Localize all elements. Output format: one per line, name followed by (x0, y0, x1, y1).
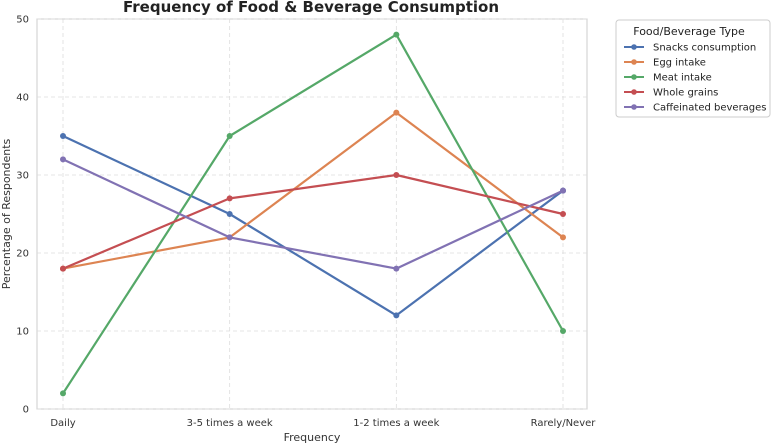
data-point-meat-intake (226, 133, 233, 139)
y-tick-label: 10 (16, 327, 29, 338)
legend-label-whole-grains: Whole grains (653, 88, 718, 99)
series-line-egg-intake (62, 111, 564, 270)
data-point-whole-grains (393, 172, 400, 178)
chart-title: Frequency of Food & Beverage Consumption (123, 0, 499, 16)
series-line-whole-grains (62, 173, 564, 270)
legend-title: Food/Beverage Type (633, 25, 745, 38)
legend-label-egg-intake: Egg intake (653, 58, 706, 69)
data-point-whole-grains (226, 195, 233, 202)
data-point-caffeinated-beverages (226, 234, 233, 241)
y-axis-ticks: 0 10 20 30 40 50 (16, 15, 29, 416)
data-point-caffeinated-beverages (560, 187, 566, 194)
data-point-egg-intake (560, 234, 566, 241)
data-point-meat-intake (60, 390, 66, 397)
data-point-snacks-consumption (393, 312, 400, 319)
x-tick-label: Rarely/Never (531, 418, 597, 429)
legend-marker-meat-intake (631, 74, 637, 80)
legend-marker-snacks-consumption (631, 44, 637, 50)
x-tick-label: 3-5 times a week (187, 418, 273, 429)
series-line-snacks-consumption (62, 135, 564, 317)
data-point-snacks-consumption (226, 211, 233, 217)
data-point-egg-intake (393, 109, 400, 116)
y-tick-label: 40 (16, 93, 29, 104)
data-point-meat-intake (560, 328, 566, 334)
legend-marker-egg-intake (631, 59, 637, 65)
y-tick-label: 20 (16, 249, 29, 260)
series-line-meat-intake (62, 33, 564, 394)
series-line-caffeinated-beverages (62, 158, 564, 270)
plot-frame (36, 18, 588, 410)
x-axis-label: Frequency (284, 431, 341, 444)
data-point-caffeinated-beverages (393, 265, 400, 272)
legend-marker-whole-grains (631, 89, 637, 95)
legend-label-snacks-consumption: Snacks consumption (653, 43, 756, 54)
legend-frame (615, 19, 771, 118)
legend-label-caffeinated-beverages: Caffeinated beverages (653, 103, 767, 114)
y-axis-label: Percentage of Respondents (0, 138, 13, 289)
y-tick-label: 30 (16, 171, 29, 182)
x-axis-ticks: Daily 3-5 times a week 1-2 times a week Rar… (50, 418, 596, 429)
y-tick-label: 50 (16, 15, 29, 26)
legend-marker-caffeinated-beverages (631, 104, 637, 110)
series-group (60, 31, 566, 397)
x-tick-label: 1-2 times a week (353, 418, 439, 429)
data-point-caffeinated-beverages (60, 156, 66, 163)
x-tick-label: Daily (50, 418, 75, 429)
y-tick-label: 0 (23, 405, 29, 416)
grid-lines (37, 18, 587, 410)
data-point-snacks-consumption (60, 133, 66, 139)
data-point-whole-grains (560, 211, 566, 217)
data-point-meat-intake (393, 31, 400, 38)
legend-label-meat-intake: Meat intake (653, 73, 712, 84)
legend: Food/Beverage Type Snacks consumption Egg… (615, 19, 771, 118)
data-point-whole-grains (60, 265, 66, 272)
